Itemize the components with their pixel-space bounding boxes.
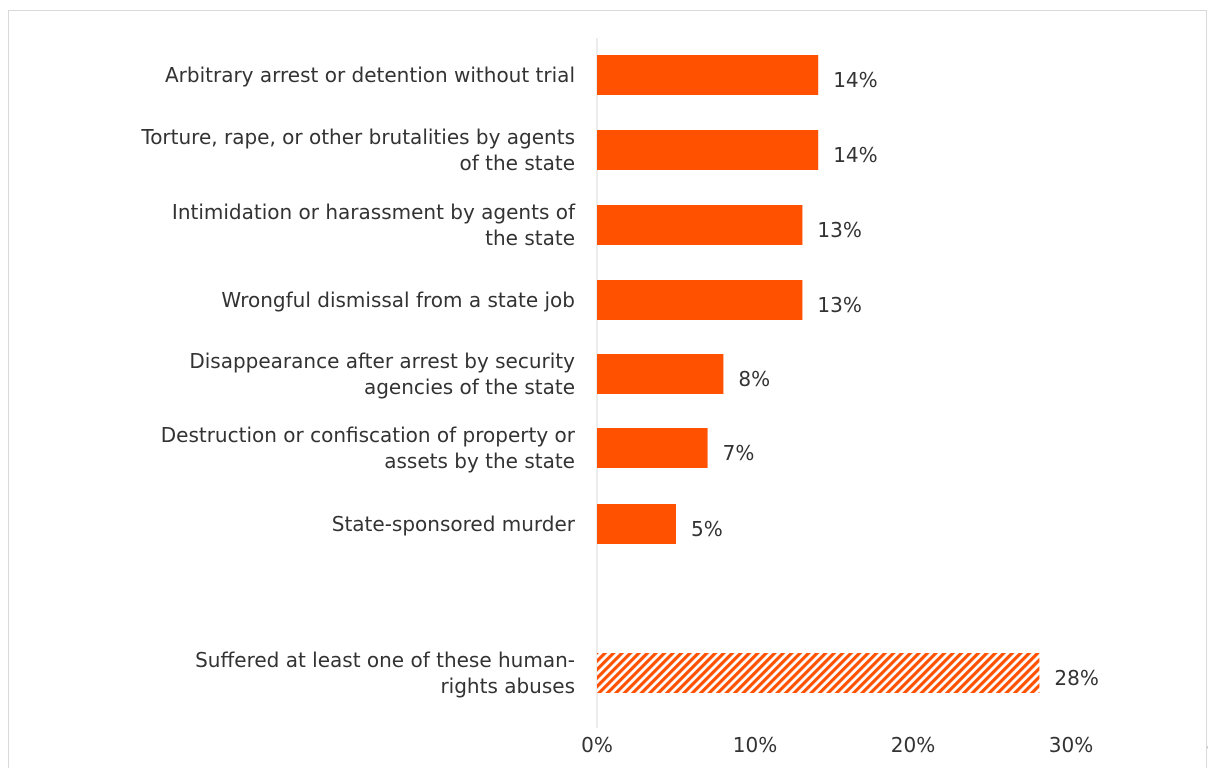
value-label-5: 7%: [723, 441, 755, 465]
value-label-4: 8%: [738, 367, 770, 391]
category-label-5: Destruction or confiscation of property …: [160, 423, 575, 473]
category-label-4: Disappearance after arrest by security a…: [189, 349, 575, 399]
value-label-3: 13%: [817, 293, 861, 317]
x-tick-label-1: 10%: [733, 733, 777, 757]
value-label-6: 5%: [691, 517, 723, 541]
category-label-3: Wrongful dismissal from a state job: [221, 288, 575, 312]
value-label-7: 28%: [1054, 666, 1098, 690]
bar-2: [597, 205, 803, 245]
category-label-7: Suffered at least one of these human- ri…: [195, 648, 575, 698]
x-tick-label-0: 0%: [581, 733, 613, 757]
bar-6: [597, 504, 676, 544]
category-label-1: Torture, rape, or other brutalities by a…: [141, 125, 575, 175]
category-label-2: Intimidation or harassment by agents of …: [171, 200, 575, 250]
bar-4: [597, 354, 724, 394]
x-tick-label-3: 30%: [1049, 733, 1093, 757]
value-label-1: 14%: [833, 143, 877, 167]
x-tick-label-2: 20%: [891, 733, 935, 757]
bar-0: [597, 55, 819, 95]
value-label-0: 14%: [833, 68, 877, 92]
bar-3: [597, 280, 803, 320]
category-label-6: State-sponsored murder: [331, 512, 575, 536]
bar-1: [597, 130, 819, 170]
bar-5: [597, 428, 708, 468]
value-label-2: 13%: [817, 218, 861, 242]
category-label-0: Arbitrary arrest or detention without tr…: [164, 63, 575, 87]
x-tick-label-4: 40%: [1207, 733, 1208, 757]
chart-frame: [8, 10, 1207, 768]
bar-7: [597, 653, 1040, 693]
